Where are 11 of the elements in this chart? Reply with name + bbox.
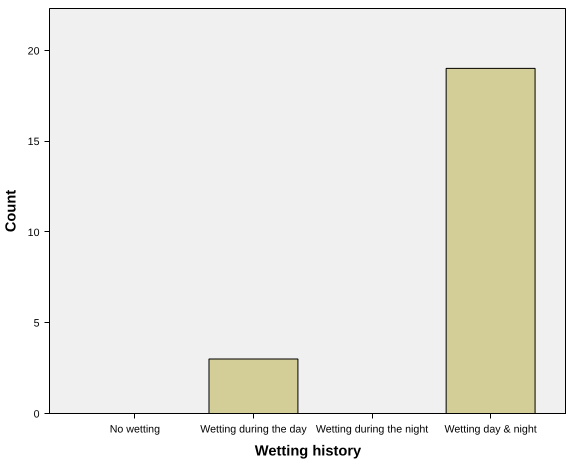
y-axis-title: Count	[4, 190, 20, 232]
y-tick-label: 10	[28, 226, 40, 239]
x-tick-label: Wetting during the night	[316, 424, 428, 436]
x-tick-label: Wetting day & night	[444, 424, 537, 436]
x-axis-title: Wetting history	[254, 444, 362, 460]
x-tick-label: Wetting during the day	[200, 424, 308, 436]
y-tick-label: 15	[28, 136, 40, 148]
y-tick-label: 5	[34, 318, 40, 330]
y-tick-label: 20	[28, 45, 40, 58]
y-tick-label: 0	[34, 408, 40, 420]
x-tick-label: No wetting	[110, 424, 160, 436]
